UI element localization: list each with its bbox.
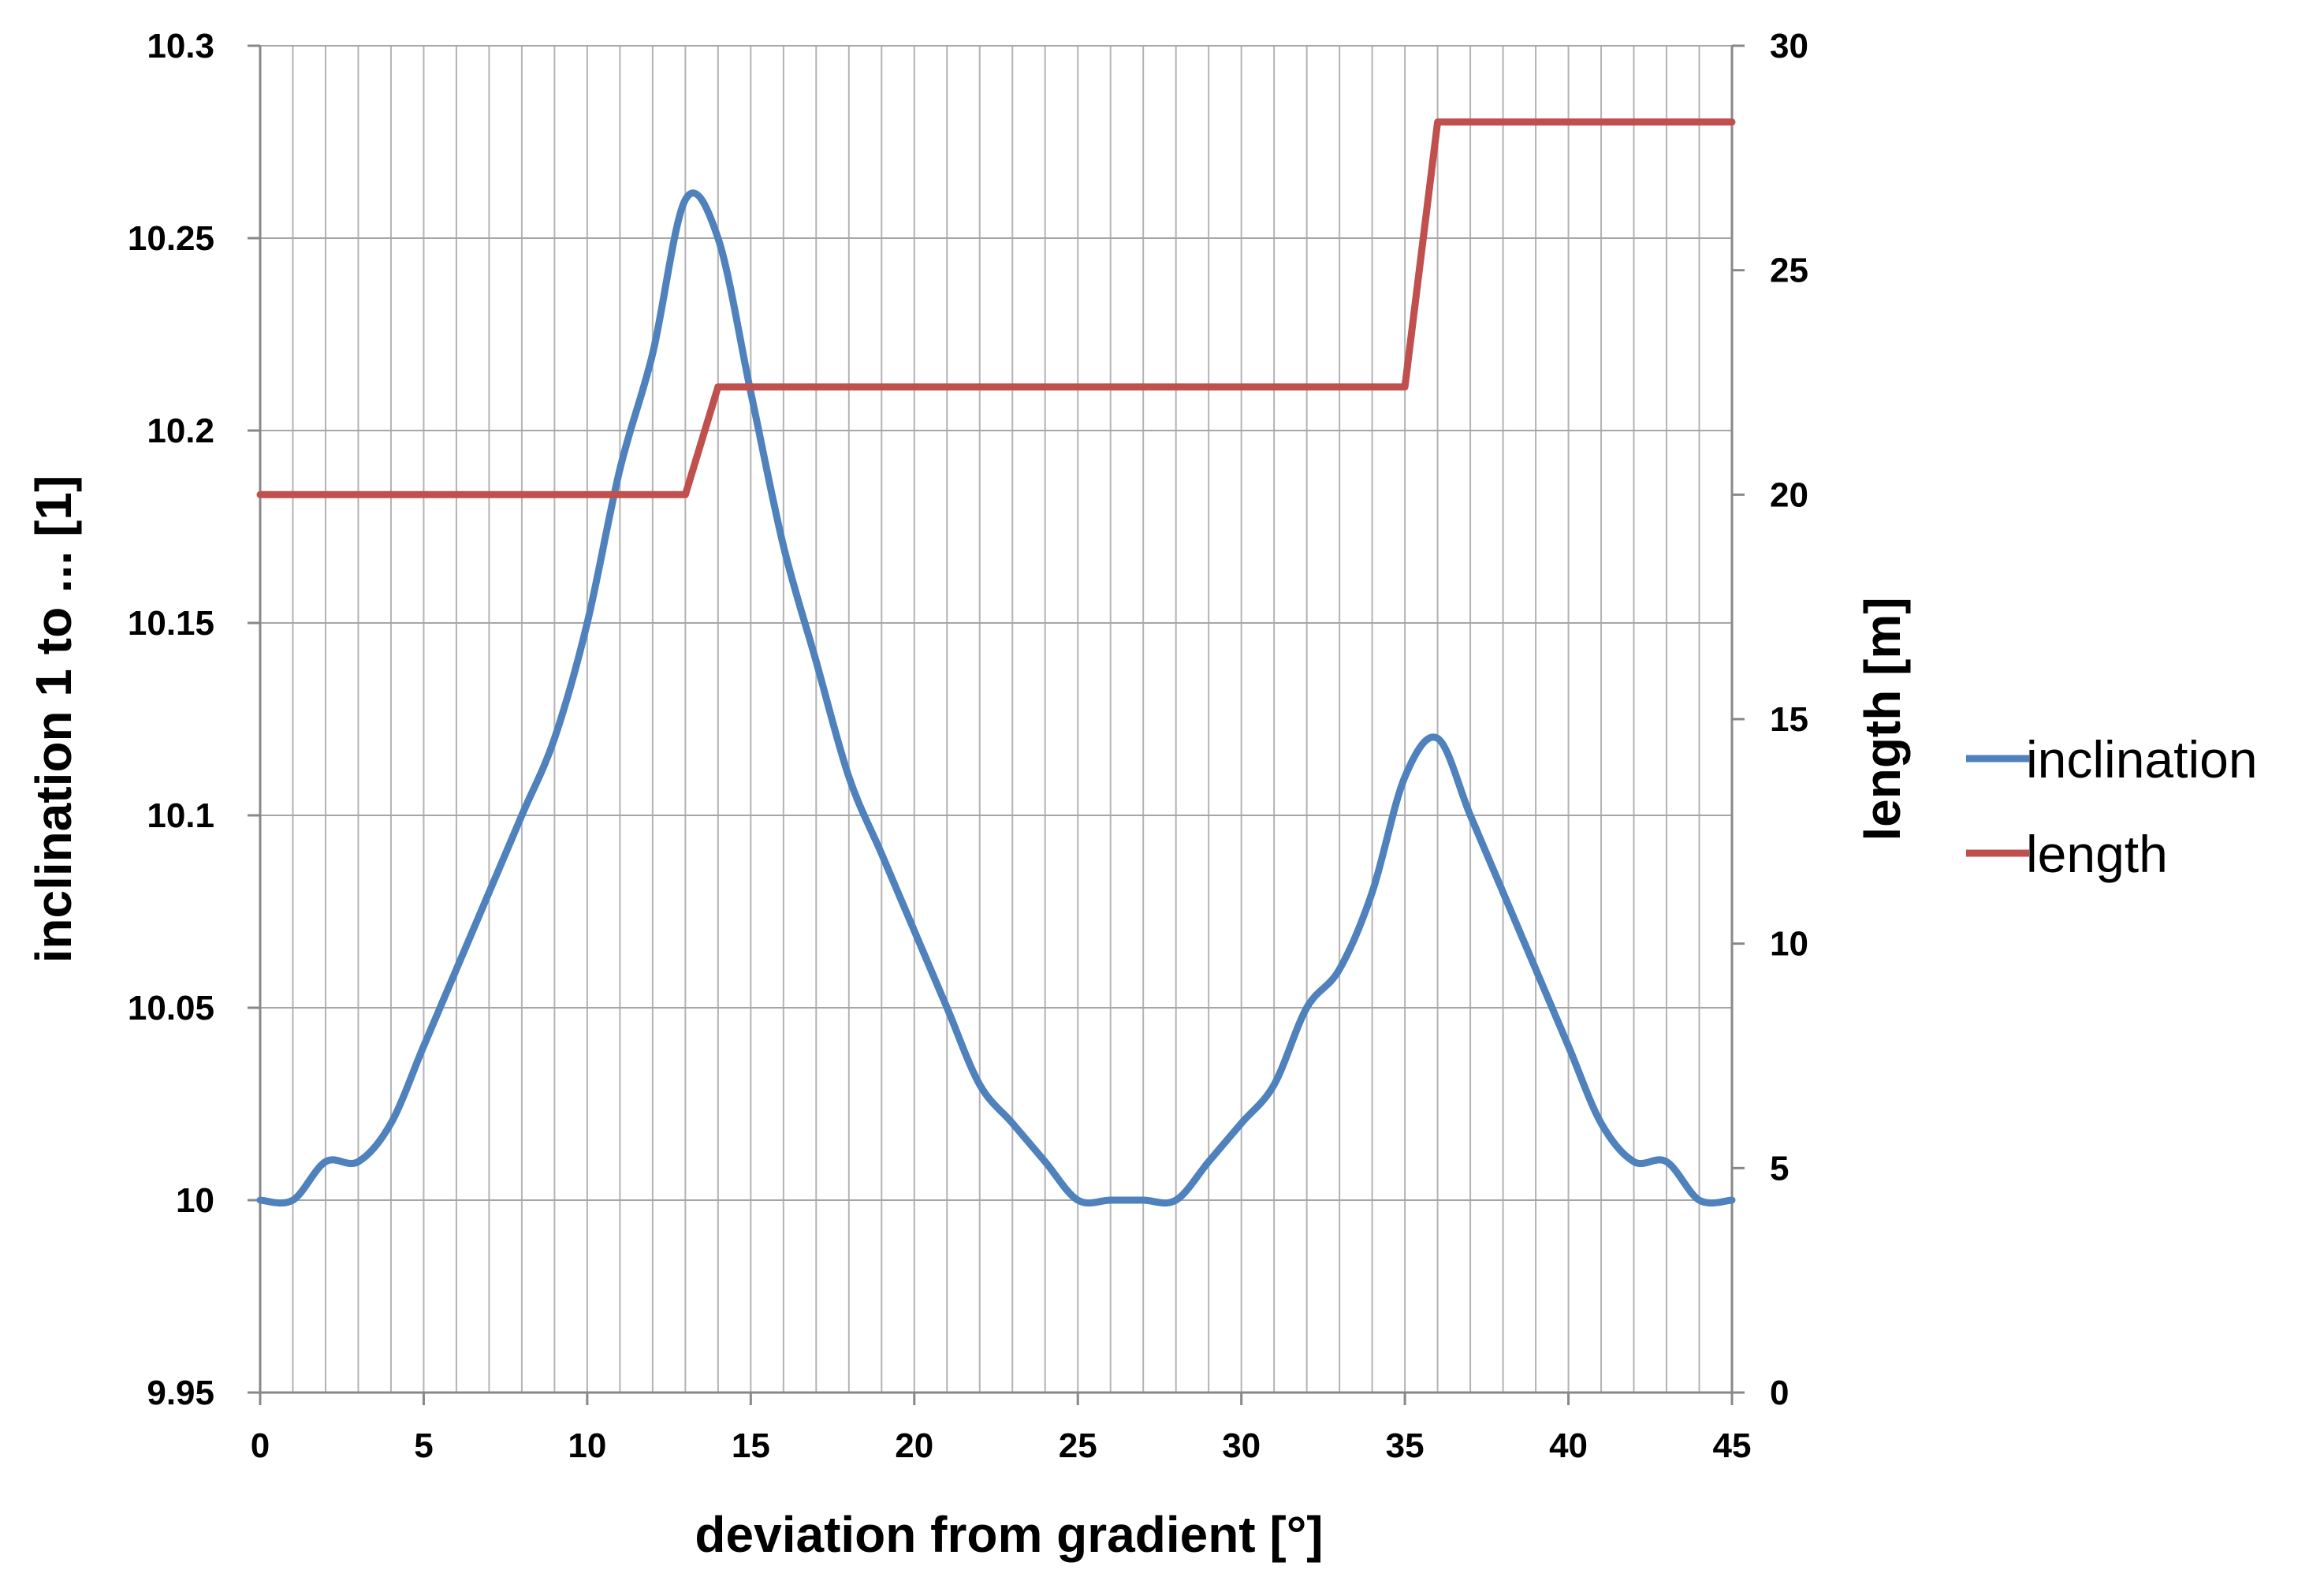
legend-label-inclination: inclination [2026, 730, 2258, 789]
series-line-length [256, 118, 1736, 498]
legend: inclination length [1966, 730, 2258, 883]
tick-labels: 0 5 10 15 20 25 30 35 40 45 9.95 10 10.05 10.1 10.15 10… [128, 27, 1808, 1465]
y-left-tick-label: 10.1 [147, 796, 214, 835]
y-right-tick-label: 30 [1770, 27, 1808, 65]
y-left-tick-label: 10.3 [147, 27, 214, 65]
y-right-tick-label: 10 [1770, 925, 1808, 964]
y-left-tick-label: 10.05 [128, 989, 214, 1027]
x-tick-label: 5 [414, 1426, 433, 1465]
axes [248, 44, 1745, 1405]
y-right-tick-label: 20 [1770, 475, 1808, 514]
x-tick-label: 10 [568, 1426, 606, 1465]
y-left-tick-label: 10.25 [128, 219, 214, 258]
x-tick-label: 45 [1713, 1426, 1752, 1465]
legend-label-length: length [2026, 825, 2168, 883]
x-tick-label: 15 [732, 1426, 770, 1465]
x-tick-label: 0 [251, 1426, 270, 1465]
x-tick-label: 20 [895, 1426, 933, 1465]
y-left-tick-label: 9.95 [147, 1374, 214, 1412]
series [256, 118, 1736, 1207]
y-right-tick-label: 15 [1770, 700, 1808, 739]
y-left-tick-label: 10 [176, 1181, 214, 1220]
y-left-tick-label: 10.15 [128, 604, 214, 643]
y-right-tick-label: 0 [1770, 1374, 1789, 1412]
y-axis-right-title: length [m] [1854, 597, 1911, 841]
grid [259, 45, 1733, 1393]
series-line-inclination [256, 189, 1736, 1207]
y-left-tick-label: 10.2 [147, 412, 214, 450]
y-axis-left-title: inclination 1 to ... [1] [25, 475, 82, 964]
x-tick-label: 35 [1386, 1426, 1425, 1465]
x-axis-title: deviation from gradient [°] [695, 1506, 1323, 1563]
y-right-tick-label: 25 [1770, 252, 1808, 290]
y-right-tick-label: 5 [1770, 1149, 1789, 1188]
x-tick-label: 30 [1222, 1426, 1261, 1465]
x-tick-label: 25 [1059, 1426, 1097, 1465]
x-tick-label: 40 [1549, 1426, 1588, 1465]
